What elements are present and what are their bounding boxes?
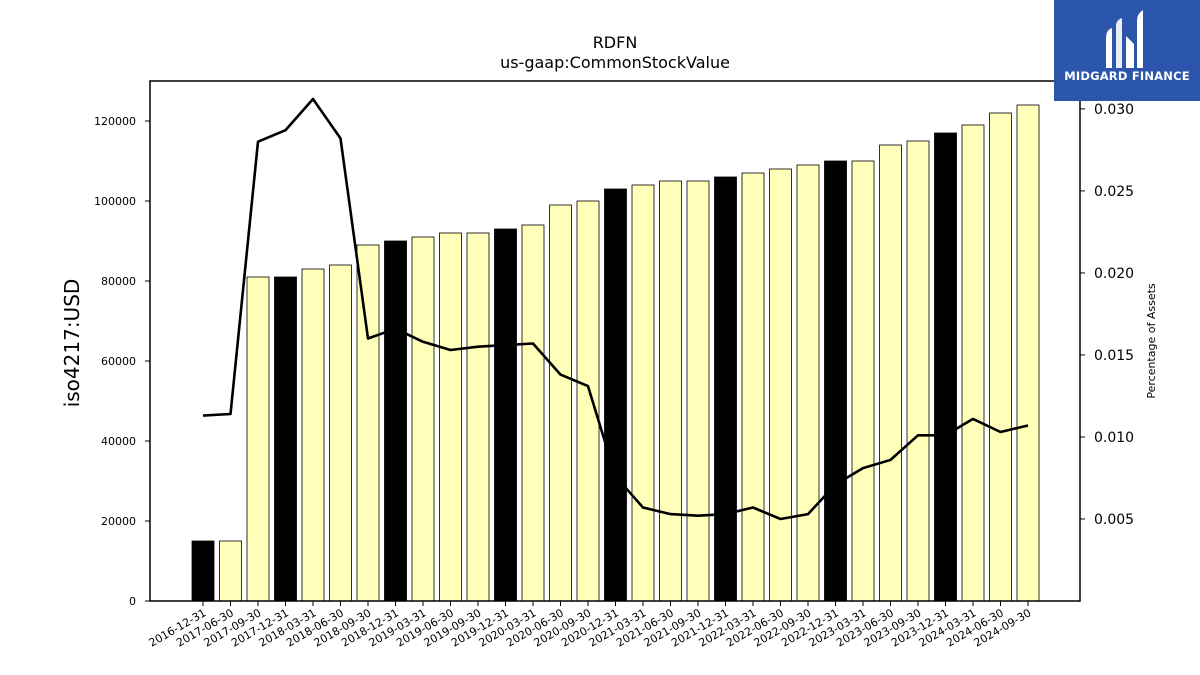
- bar-2021-06-30: [659, 180, 682, 602]
- bar-2017-06-30: [219, 540, 242, 602]
- bar-2019-12-31: [494, 228, 517, 602]
- y-tick-label-60000: 60000: [101, 355, 136, 368]
- bar-2020-09-30: [576, 200, 600, 602]
- y2-tick-label-2: 0.015: [1094, 348, 1134, 364]
- bar-2020-12-31: [604, 188, 627, 602]
- y2-tick-label-1: 0.010: [1094, 430, 1134, 446]
- bar-2016-12-31: [191, 540, 215, 602]
- y-tick-label-20000: 20000: [101, 515, 136, 528]
- bar-2024-03-31: [961, 124, 985, 602]
- y-tick-label-100000: 100000: [94, 195, 136, 208]
- bar-2022-12-31: [824, 160, 847, 602]
- y-tick-label-0: 0: [129, 595, 136, 608]
- midgard-finance-logo: MIDGARD FINANCE: [1054, 0, 1200, 101]
- bar-2019-03-31: [411, 236, 435, 602]
- bar-2021-03-31: [631, 184, 655, 602]
- line-series: [202, 97, 1029, 521]
- bar-series: [191, 104, 1040, 602]
- logo-mark-icon: [1106, 10, 1143, 68]
- y2-tick-label-4: 0.025: [1094, 184, 1134, 200]
- bar-2019-09-30: [466, 232, 490, 602]
- bar-2020-03-31: [521, 224, 545, 602]
- bar-2023-12-31: [934, 132, 957, 602]
- bar-2023-06-30: [879, 144, 902, 602]
- bar-2022-06-30: [769, 168, 792, 602]
- bar-2023-03-31: [851, 160, 875, 602]
- bar-2017-09-30: [246, 276, 270, 602]
- y2-tick-label-0: 0.005: [1094, 512, 1134, 528]
- chart-subtitle: us-gaap:CommonStockValue: [500, 53, 730, 72]
- bar-2018-09-30: [356, 244, 380, 602]
- bar-2022-03-31: [741, 172, 765, 602]
- bar-2021-09-30: [686, 180, 710, 602]
- y-tick-label-40000: 40000: [101, 435, 136, 448]
- bar-2020-06-30: [549, 204, 572, 602]
- bar-2017-12-31: [274, 276, 297, 602]
- bar-2023-09-30: [906, 140, 930, 602]
- logo-text: MIDGARD FINANCE: [1064, 69, 1190, 83]
- bar-2018-12-31: [384, 240, 407, 602]
- y-tick-label-80000: 80000: [101, 275, 136, 288]
- y2-tick-label-5: 0.030: [1094, 102, 1134, 118]
- bar-2024-06-30: [989, 112, 1012, 602]
- bar-2021-12-31: [714, 176, 737, 602]
- bar-2018-06-30: [329, 264, 352, 602]
- y-tick-label-120000: 120000: [94, 115, 136, 128]
- bar-2019-06-30: [439, 232, 462, 602]
- bar-2018-03-31: [301, 268, 325, 602]
- chart-title: RDFN: [593, 33, 638, 52]
- bar-2022-09-30: [796, 164, 820, 602]
- y2-axis-label: Percentage of Assets: [1145, 283, 1158, 399]
- percentage-of-assets-line: [202, 97, 1029, 521]
- y-axis-label: iso4217:USD: [60, 279, 84, 408]
- y2-tick-label-3: 0.020: [1094, 266, 1134, 282]
- bar-2024-09-30: [1016, 104, 1040, 602]
